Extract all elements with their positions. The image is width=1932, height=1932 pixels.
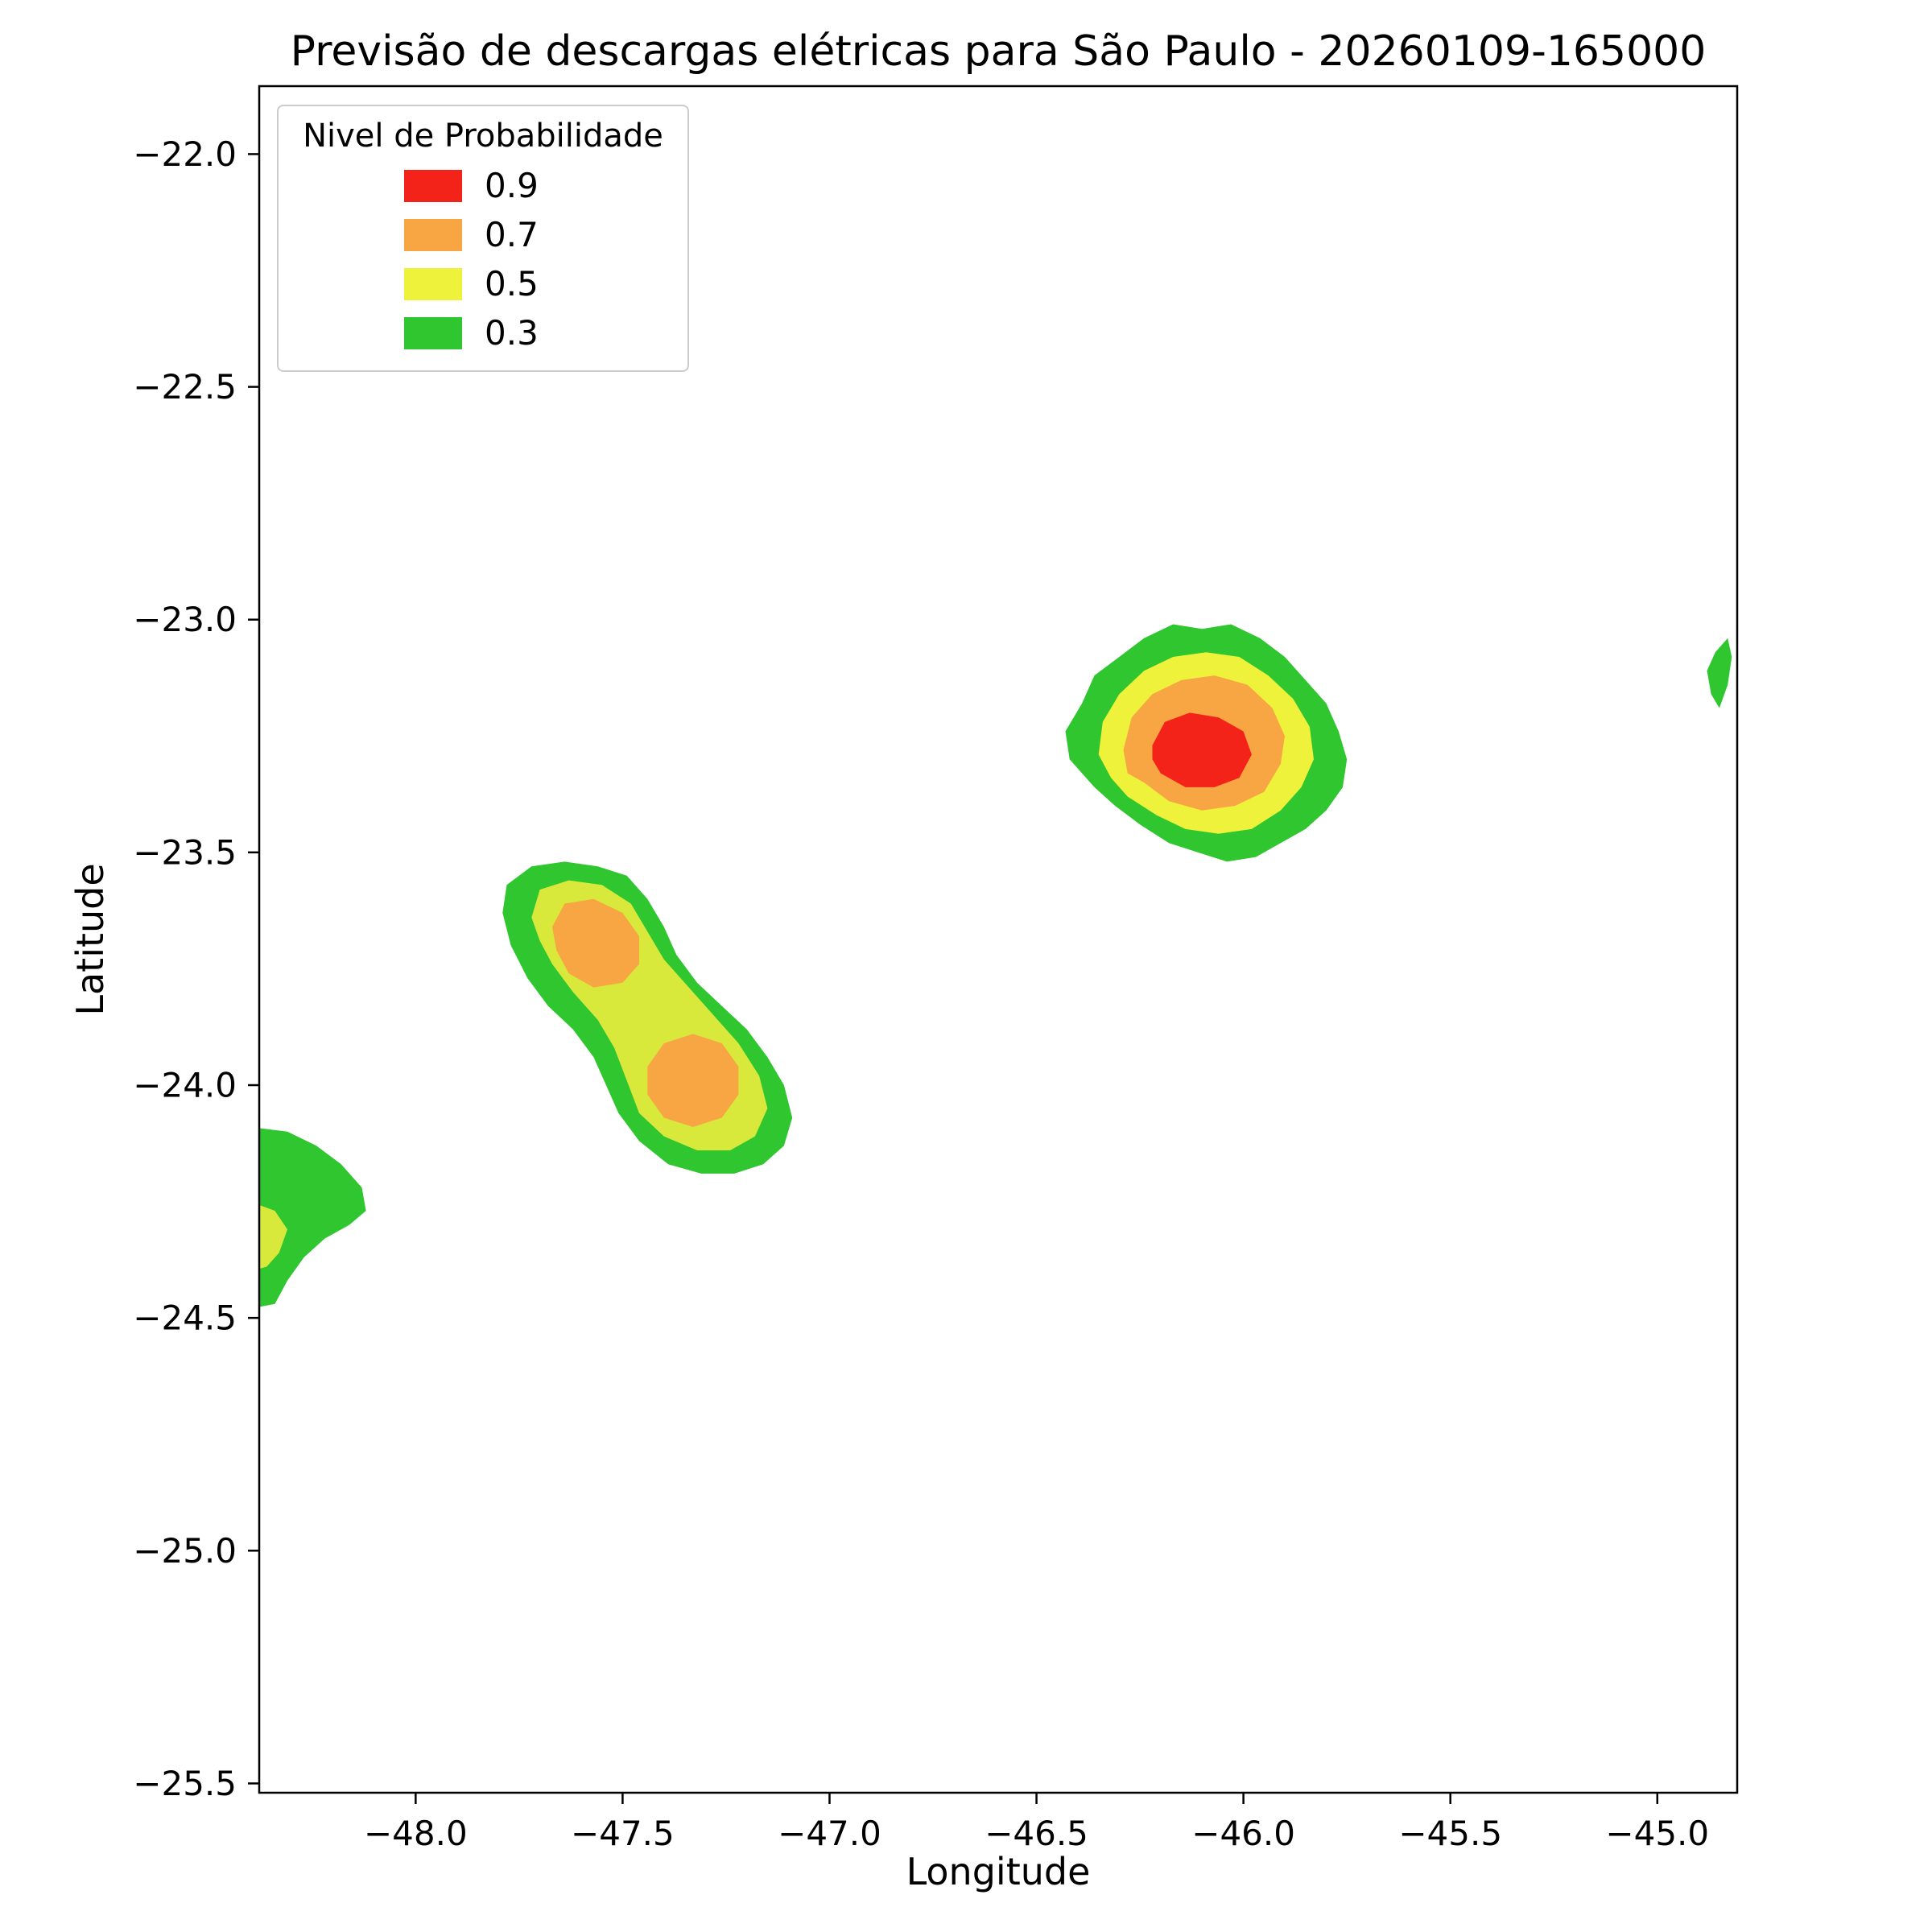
axes-frame <box>258 85 1739 1794</box>
y-tick-label: −22.5 <box>133 367 237 407</box>
x-tick-label: −45.5 <box>1398 1814 1502 1853</box>
contour-region-west-edge-green <box>259 1128 366 1307</box>
contour-region-southwest-band-orange-south <box>647 1034 739 1127</box>
legend-entry-0.7: 0.7 <box>279 210 687 259</box>
y-tick-label: −24.0 <box>133 1066 237 1105</box>
legend-swatch-icon <box>404 316 462 349</box>
x-tick-label: −46.0 <box>1191 1814 1295 1853</box>
y-tick-label: −22.0 <box>133 134 237 174</box>
legend-entry-label: 0.5 <box>485 264 539 303</box>
y-axis-ticks: −22.0 −22.5 −23.0 −23.5 −24.0 −24.5 −25.0 −25.5 <box>133 134 259 1803</box>
x-axis-label: Longitude <box>906 1850 1091 1893</box>
contour-region-west-edge-yellow-sliver <box>259 1204 287 1269</box>
y-tick-label: −23.0 <box>133 600 237 639</box>
x-tick-label: −45.0 <box>1605 1814 1709 1853</box>
contour-region-northeast-cell-red <box>1152 712 1252 787</box>
y-tick-label: −25.0 <box>133 1531 237 1571</box>
legend-entry-label: 0.3 <box>485 313 539 353</box>
y-tick-label: −23.5 <box>133 832 237 872</box>
contour-region-east-edge-green-sliver <box>1707 638 1732 708</box>
legend: Nivel de Probabilidade 0.9 0.7 0.5 0.3 <box>277 105 689 372</box>
contour-layer <box>259 624 1732 1307</box>
x-tick-label: −47.5 <box>571 1814 675 1853</box>
x-axis-ticks: −48.0 −47.5 −47.0 −46.5 −46.0 −45.5 −45.0 <box>364 1793 1709 1853</box>
legend-rows: 0.9 0.7 0.5 0.3 <box>279 161 687 357</box>
legend-entry-0.9: 0.9 <box>279 161 687 210</box>
x-tick-label: −46.5 <box>985 1814 1088 1853</box>
legend-title: Nivel de Probabilidade <box>303 118 663 155</box>
legend-swatch-icon <box>404 169 462 202</box>
legend-entry-label: 0.7 <box>485 215 539 254</box>
legend-swatch-icon <box>404 218 462 251</box>
x-tick-label: −48.0 <box>364 1814 468 1853</box>
legend-entry-0.5: 0.5 <box>279 259 687 308</box>
legend-entry-label: 0.9 <box>485 166 539 205</box>
chart-title: Previsão de descargas elétricas para São… <box>290 27 1707 76</box>
y-axis-label: Latitude <box>68 863 112 1016</box>
contour-region-southwest-band-orange-north <box>552 898 639 988</box>
x-tick-label: −47.0 <box>778 1814 881 1853</box>
legend-swatch-icon <box>404 267 462 300</box>
y-tick-label: −25.5 <box>133 1764 237 1803</box>
y-tick-label: −24.5 <box>133 1298 237 1338</box>
legend-entry-0.3: 0.3 <box>279 308 687 357</box>
